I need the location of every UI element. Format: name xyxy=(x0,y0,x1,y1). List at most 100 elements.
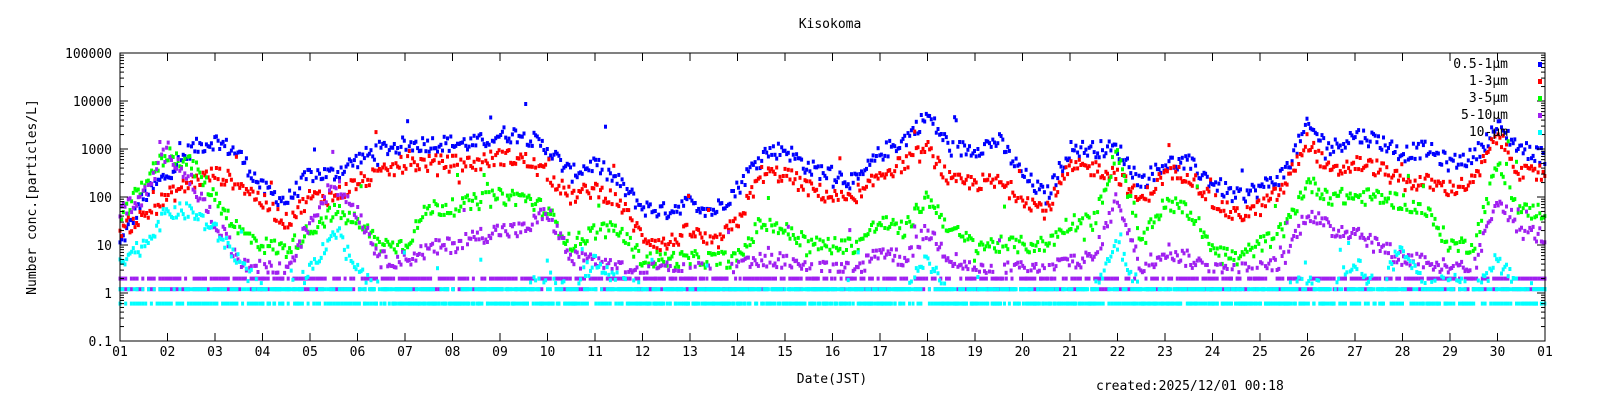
data-point xyxy=(479,200,483,204)
data-point xyxy=(608,278,612,283)
data-point xyxy=(1061,169,1065,174)
data-point xyxy=(590,169,594,174)
floor-point xyxy=(218,276,222,281)
data-point xyxy=(758,218,762,223)
floor-point xyxy=(192,276,196,281)
data-point xyxy=(1084,163,1088,168)
data-point xyxy=(564,242,568,246)
data-point xyxy=(138,209,142,214)
data-point xyxy=(1385,199,1389,204)
data-point xyxy=(246,173,250,178)
data-point xyxy=(756,156,760,161)
data-point xyxy=(1074,143,1078,148)
floor-point xyxy=(1073,287,1077,292)
data-point xyxy=(530,202,534,207)
data-point xyxy=(1310,145,1314,150)
floor-point xyxy=(412,287,415,292)
data-point xyxy=(1147,176,1151,181)
data-point xyxy=(1134,244,1138,249)
floor-point xyxy=(491,276,495,281)
data-point xyxy=(1436,263,1440,268)
data-point xyxy=(602,160,606,165)
data-point xyxy=(733,251,737,256)
data-point xyxy=(574,199,577,204)
floor-point xyxy=(320,276,324,281)
data-point xyxy=(1114,192,1118,197)
data-point xyxy=(715,262,719,267)
floor-point xyxy=(1104,276,1108,281)
data-point xyxy=(1214,262,1218,267)
data-point xyxy=(354,221,358,226)
data-point xyxy=(1155,255,1159,260)
data-point xyxy=(1428,150,1432,155)
data-point xyxy=(833,276,837,281)
floor-point xyxy=(982,276,985,281)
floor-point xyxy=(794,276,797,281)
data-point xyxy=(529,197,533,201)
data-point xyxy=(883,175,887,180)
floor-point xyxy=(1030,276,1034,281)
data-point xyxy=(1478,243,1482,247)
floor-point xyxy=(440,276,444,281)
data-point xyxy=(881,172,885,177)
data-point xyxy=(1195,301,1199,306)
data-point xyxy=(1252,301,1256,306)
floor-point xyxy=(403,276,407,281)
data-point xyxy=(163,211,167,216)
data-point xyxy=(527,143,531,148)
data-point xyxy=(781,230,785,235)
data-point xyxy=(1528,225,1532,230)
data-point xyxy=(645,241,649,246)
data-point xyxy=(1438,181,1442,186)
data-point xyxy=(256,245,260,250)
data-point xyxy=(299,210,303,215)
data-point xyxy=(1061,173,1065,178)
data-point xyxy=(934,161,938,166)
data-point xyxy=(359,269,363,274)
data-point xyxy=(632,278,636,283)
data-point xyxy=(1338,234,1342,239)
data-point xyxy=(323,195,326,200)
floor-point xyxy=(933,276,937,281)
data-point xyxy=(1072,166,1076,171)
data-point xyxy=(763,146,767,151)
floor-point xyxy=(1084,276,1088,281)
data-point xyxy=(1393,169,1397,173)
data-point xyxy=(1107,139,1111,144)
data-point xyxy=(333,232,336,237)
data-point xyxy=(562,185,566,190)
data-point xyxy=(1155,167,1159,172)
data-point xyxy=(238,149,242,154)
data-point xyxy=(141,188,145,193)
data-point xyxy=(1287,249,1291,254)
data-point xyxy=(968,144,971,149)
data-point xyxy=(617,260,621,265)
data-point xyxy=(1152,220,1156,225)
data-point xyxy=(1505,161,1508,166)
data-point xyxy=(705,206,709,211)
data-point xyxy=(218,235,222,240)
data-point xyxy=(462,200,466,205)
data-point xyxy=(1104,169,1108,174)
data-point xyxy=(374,143,378,148)
floor-point xyxy=(523,276,527,281)
data-point xyxy=(366,153,370,158)
data-point xyxy=(193,216,197,221)
data-point xyxy=(720,249,724,254)
data-point xyxy=(655,246,659,251)
data-point xyxy=(509,160,513,165)
data-point xyxy=(1483,210,1487,215)
data-point xyxy=(1338,143,1342,148)
data-point xyxy=(1042,216,1046,221)
floor-point xyxy=(1190,276,1194,281)
data-point xyxy=(1503,181,1507,186)
data-point xyxy=(301,239,305,244)
floor-point xyxy=(1181,276,1185,281)
data-point xyxy=(417,167,421,172)
data-point xyxy=(328,190,331,195)
data-point xyxy=(505,139,509,144)
data-point xyxy=(1031,242,1035,247)
data-point xyxy=(961,234,965,239)
data-point xyxy=(477,133,481,138)
data-point xyxy=(485,240,489,244)
